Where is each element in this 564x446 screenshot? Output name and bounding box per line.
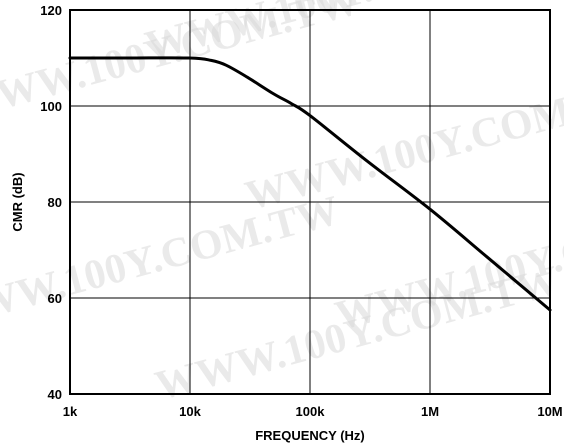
watermark-layer: WWW.100Y.COM.TWWWW.100Y.COM.TWWWW.100Y.C… xyxy=(0,0,564,410)
y-tick-labels: 40 60 80 100 120 xyxy=(40,3,62,402)
x-tick-labels: 1k 10k 100k 1M 10M xyxy=(63,404,563,419)
y-tick-label: 40 xyxy=(48,387,62,402)
y-tick-label: 100 xyxy=(40,99,62,114)
series-line-cmr xyxy=(68,56,552,312)
x-tick-label: 1k xyxy=(63,404,78,419)
x-tick-label: 10k xyxy=(179,404,201,419)
y-tick-label: 80 xyxy=(48,195,62,210)
x-tick-label: 1M xyxy=(421,404,439,419)
y-tick-label: 120 xyxy=(40,3,62,18)
watermark-text: WWW.100Y.COM.TW xyxy=(0,188,344,340)
x-axis-label: FREQUENCY (Hz) xyxy=(255,428,365,443)
x-tick-label: 100k xyxy=(296,404,326,419)
y-axis-label: CMR (dB) xyxy=(10,172,25,231)
x-tick-label: 10M xyxy=(537,404,562,419)
watermark-text: WWW.100Y.COM.TW xyxy=(241,68,564,220)
y-tick-label: 60 xyxy=(48,291,62,306)
plot-frame xyxy=(69,9,551,395)
